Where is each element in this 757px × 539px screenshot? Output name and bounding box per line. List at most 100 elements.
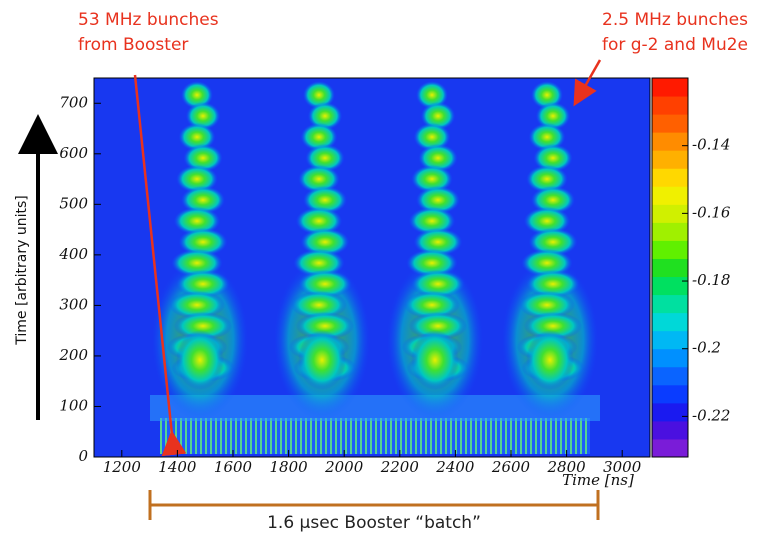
y-tick-label: 700 xyxy=(59,93,88,111)
plume-lobe xyxy=(183,144,223,172)
batch-bracket xyxy=(148,490,600,520)
colorbar-band xyxy=(652,258,688,278)
colorbar-band xyxy=(652,402,688,422)
plume-lobe xyxy=(169,291,225,319)
plume-lobe xyxy=(408,207,456,235)
y-tick-label: 500 xyxy=(59,194,88,212)
colorbar-band xyxy=(652,276,688,296)
plume-lobe xyxy=(176,270,230,298)
plume-lobe xyxy=(535,102,571,130)
x-tick-label: 2600 xyxy=(491,458,531,476)
colorbar-band xyxy=(652,294,688,314)
colorbar-band xyxy=(652,366,688,386)
y-tick-label: 0 xyxy=(78,447,88,465)
plume-lobe xyxy=(526,270,580,298)
plume-lobe xyxy=(521,249,573,277)
plume-lobe xyxy=(307,102,343,130)
colorbar-band xyxy=(652,420,688,440)
plume-lobe xyxy=(295,312,355,340)
plume-lobe xyxy=(171,249,223,277)
plume-lobe xyxy=(533,144,573,172)
colorbar-band xyxy=(652,168,688,187)
plume-lobe xyxy=(298,270,352,298)
plume-lobe xyxy=(406,249,458,277)
plume-lobe xyxy=(404,291,460,319)
plume-lobe xyxy=(300,123,338,151)
plume-lobe xyxy=(298,165,340,193)
colorbar-band xyxy=(652,150,688,169)
plume-lobe xyxy=(528,228,578,256)
plume-lobe xyxy=(303,81,335,109)
y-tick-label: 600 xyxy=(59,144,88,162)
plume-core xyxy=(298,330,346,390)
x-tick-label: 1200 xyxy=(103,458,142,476)
colorbar-band xyxy=(652,330,688,350)
x-tick-label: 1600 xyxy=(214,458,253,476)
plume-lobe xyxy=(418,144,458,172)
colorbar-band xyxy=(652,204,688,223)
x-axis-label: Time [ns] xyxy=(562,471,634,489)
colorbar-tick-label: -0.14 xyxy=(692,136,730,154)
bunch-band xyxy=(160,418,590,454)
plume-lobe xyxy=(413,228,463,256)
x-tick-label: 2400 xyxy=(435,458,475,476)
colorbar-band xyxy=(652,384,688,404)
y-axis-label: Time [arbitrary units] xyxy=(14,195,30,345)
plume-lobe xyxy=(173,312,233,340)
colorbar-band xyxy=(652,312,688,332)
plume-lobe xyxy=(295,207,343,235)
annotation-arrow xyxy=(133,74,187,457)
plume-core xyxy=(526,330,574,390)
plume-lobe xyxy=(291,291,347,319)
colorbar-frame xyxy=(651,77,689,458)
colorbar-band xyxy=(652,132,688,151)
colorbar-band xyxy=(652,186,688,205)
plume-lobe xyxy=(178,228,228,256)
colorbar-band xyxy=(652,348,688,368)
plume-lobe xyxy=(531,81,563,109)
colorbar-tick-label: -0.16 xyxy=(692,203,731,221)
plume-lobe xyxy=(413,123,451,151)
x-tick-label: 1800 xyxy=(270,458,309,476)
plume-lobe xyxy=(176,165,218,193)
y-tick-label: 100 xyxy=(59,396,88,414)
colorbar-band xyxy=(652,222,688,241)
plume-lobe xyxy=(178,123,216,151)
plume-lobe xyxy=(181,81,213,109)
plume-lobe xyxy=(173,207,221,235)
x-tick-label: 2200 xyxy=(380,458,420,476)
x-tick-label: 3000 xyxy=(603,458,642,476)
colorbar-tick-label: -0.22 xyxy=(692,406,730,424)
y-tick-label: 400 xyxy=(58,245,88,263)
colorbar-tick-label: -0.18 xyxy=(692,271,730,289)
plume-lobe xyxy=(303,186,347,214)
colorbar-band xyxy=(652,96,688,115)
annotation: for g-2 and Mu2e xyxy=(602,35,748,55)
plume-lobe xyxy=(531,186,575,214)
plume-core xyxy=(176,330,224,390)
colorbar-band xyxy=(652,438,688,458)
annotation-arrow xyxy=(573,59,602,107)
colorbar-band xyxy=(652,78,688,97)
heatmap-features xyxy=(150,81,600,454)
plume-lobe xyxy=(416,186,460,214)
plume-lobe xyxy=(420,102,456,130)
plume-lobe xyxy=(411,270,465,298)
y-tick-label: 200 xyxy=(58,346,88,364)
plume-lobe xyxy=(416,81,448,109)
plume-lobe xyxy=(528,123,566,151)
plot-frame xyxy=(93,77,651,458)
y-tick-label: 300 xyxy=(59,295,88,313)
x-tick-label: 1400 xyxy=(158,458,197,476)
plume-lobe xyxy=(411,165,453,193)
plume-lobe xyxy=(526,165,568,193)
annotation: 1.6 μsec Booster “batch” xyxy=(267,513,481,533)
colorbar-tick-label: -0.2 xyxy=(692,339,721,357)
plume-lobe xyxy=(523,312,583,340)
plume-lobe xyxy=(185,102,221,130)
annotation: 53 MHz bunches xyxy=(78,10,219,30)
plume-lobe xyxy=(305,144,345,172)
plume-lobe xyxy=(300,228,350,256)
plume-lobe xyxy=(519,291,575,319)
